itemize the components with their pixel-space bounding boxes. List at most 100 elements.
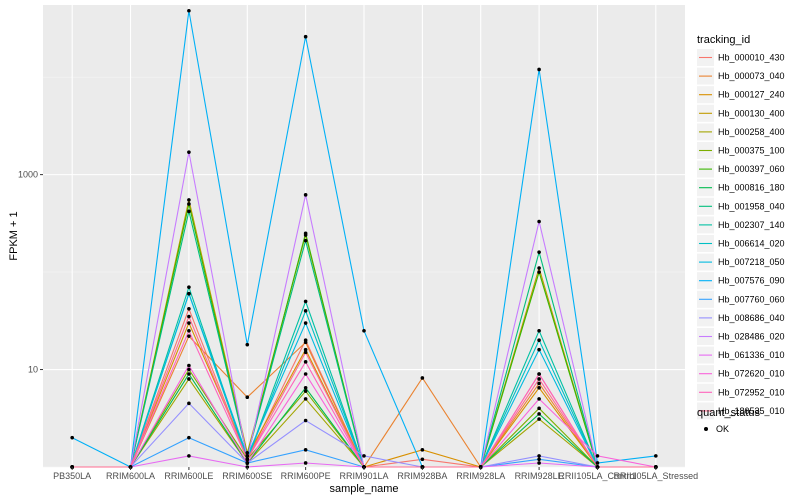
x-tick-label: RRIM600SE	[222, 471, 272, 481]
data-point	[537, 328, 541, 333]
data-point	[187, 8, 191, 13]
legend-entry-label: Hb_028486_020	[718, 332, 785, 342]
y-tick-label: 10	[28, 365, 38, 375]
data-point	[187, 372, 191, 376]
x-tick-label: RRII105LA_Control	[558, 471, 636, 481]
data-point	[420, 376, 425, 380]
data-point	[537, 372, 541, 376]
data-point	[303, 238, 308, 243]
data-point	[303, 397, 308, 401]
x-tick-label: RRIM901LA	[339, 471, 388, 481]
x-tick-label: RRIM928LE	[515, 471, 564, 481]
data-point	[245, 457, 250, 462]
data-point	[187, 291, 191, 296]
data-point	[537, 417, 541, 421]
data-point	[187, 377, 191, 381]
data-point	[187, 314, 191, 319]
x-tick-label: RRIM600LE	[164, 471, 213, 481]
legend-quant-status-title: quant_status	[697, 407, 760, 419]
data-point	[187, 367, 191, 372]
data-point	[303, 299, 308, 304]
legend-entry-label: Hb_061336_010	[718, 350, 785, 360]
legend-entry-label: Hb_000816_180	[718, 183, 785, 193]
legend-ok-point	[704, 427, 708, 431]
legend-entry-label: Hb_000127_240	[718, 90, 785, 100]
data-point	[187, 454, 191, 458]
x-axis: PB350LA RRIM600LA RRIM600LE RRIM600SE RRIM60…	[53, 467, 698, 481]
data-point	[537, 454, 541, 458]
x-tick-label: RRIM600PE	[281, 471, 331, 481]
legend-entry-label: Hb_000130_400	[718, 108, 785, 118]
y-axis: 10 1000	[18, 170, 43, 375]
legend-entry-label: Hb_007576_090	[718, 276, 785, 286]
data-point	[537, 219, 541, 224]
data-point	[303, 385, 308, 390]
data-points	[70, 8, 658, 469]
data-point	[420, 448, 425, 452]
data-point	[187, 363, 191, 368]
data-point	[537, 412, 541, 416]
data-point	[537, 461, 541, 465]
data-point	[187, 209, 191, 214]
data-point	[245, 454, 250, 458]
data-point	[187, 321, 191, 325]
data-point	[187, 306, 191, 311]
data-point	[187, 285, 191, 289]
data-point	[303, 309, 308, 313]
data-point	[537, 385, 541, 390]
data-point	[187, 202, 191, 206]
data-point	[537, 457, 541, 462]
x-tick-label: RRIM928LA	[456, 471, 505, 481]
x-tick-label: PB350LA	[53, 471, 91, 481]
legend-quant-status: quant_status OK	[697, 407, 760, 434]
data-point	[303, 350, 308, 355]
legend-ok-label: OK	[716, 424, 729, 434]
legend-tracking-id: tracking_id Hb_000010_430 Hb_000073_040 Hb…	[697, 34, 785, 420]
data-point	[303, 360, 308, 364]
data-point	[187, 198, 191, 202]
data-point	[303, 448, 308, 452]
legend-entry-label: Hb_000010_430	[718, 53, 785, 63]
data-point	[537, 266, 541, 270]
legend-entry-label: Hb_180535_010	[718, 406, 785, 416]
data-point	[537, 377, 541, 381]
legend-entry-label: Hb_072620_010	[718, 369, 785, 379]
y-tick-label: 1000	[18, 170, 38, 180]
data-point	[420, 457, 425, 462]
data-point	[595, 461, 600, 465]
data-point	[303, 418, 308, 423]
x-tick-label: RRIM928BA	[397, 471, 447, 481]
data-point	[537, 250, 541, 254]
data-point	[303, 34, 308, 39]
legend-entry-label: Hb_001958_040	[718, 201, 785, 211]
legend-entry-label: Hb_072952_010	[718, 387, 785, 397]
data-point	[537, 338, 541, 343]
y-axis-title: FPKM + 1	[8, 211, 20, 260]
legend-entry-label: Hb_000258_400	[718, 127, 785, 137]
data-point	[303, 389, 308, 393]
data-point	[654, 454, 658, 458]
x-tick-label: RRII105LA_Stressed	[614, 471, 699, 481]
data-point	[245, 450, 250, 455]
legend-entry-label: Hb_007218_050	[718, 257, 785, 267]
data-point	[187, 150, 191, 154]
legend-entry-label: Hb_002307_140	[718, 220, 785, 230]
data-point	[537, 406, 541, 411]
data-point	[303, 372, 308, 376]
data-point	[245, 461, 250, 465]
data-point	[537, 67, 541, 72]
legend-title: tracking_id	[697, 34, 750, 46]
data-point	[245, 342, 250, 347]
data-point	[187, 328, 191, 333]
legend-entry-label: Hb_008686_040	[718, 313, 785, 323]
legend-entry-label: Hb_000073_040	[718, 71, 785, 81]
legend-entry-label: Hb_000397_060	[718, 164, 785, 174]
legend-entry-label: Hb_006614_020	[718, 239, 785, 249]
data-point	[187, 435, 191, 440]
data-point	[303, 193, 308, 197]
data-point	[537, 270, 541, 274]
data-point	[303, 347, 308, 352]
data-point	[303, 231, 308, 236]
data-point	[595, 454, 600, 458]
